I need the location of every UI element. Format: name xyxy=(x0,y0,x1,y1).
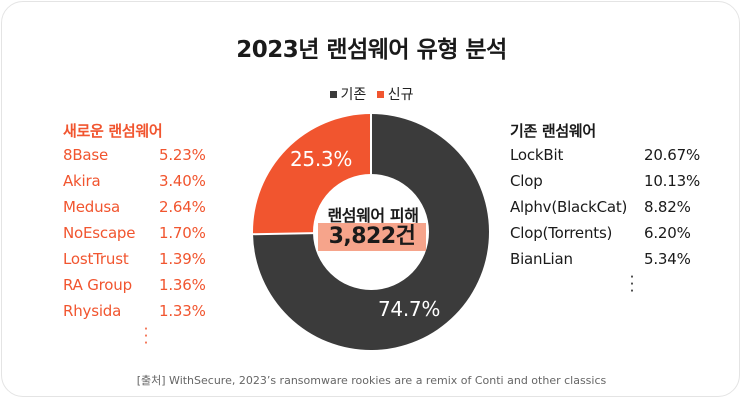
new-item-pct: 3.40% xyxy=(159,172,206,190)
new-item-pct: 5.23% xyxy=(159,146,206,164)
existing-item-name: LockBit xyxy=(510,146,564,164)
existing-item-name: BianLian xyxy=(510,250,573,268)
donut-slice-existing xyxy=(253,114,490,351)
donut-slice-new xyxy=(253,114,371,235)
existing-item-pct: 5.34% xyxy=(644,250,691,268)
chart-legend: 기존 신규 xyxy=(0,84,743,104)
new-item-name: Medusa xyxy=(63,198,121,216)
legend-label-existing: 기존 xyxy=(340,87,367,103)
new-ransomware-title: 새로운 랜섬웨어 xyxy=(63,122,163,140)
legend-label-new: 신규 xyxy=(387,87,414,103)
new-item-pct: 1.39% xyxy=(159,250,206,268)
legend-item-existing: 기존 xyxy=(329,87,371,103)
new-item-name: Rhysida xyxy=(63,302,122,320)
legend-item-new: 신규 xyxy=(376,87,414,103)
new-item-pct: 2.64% xyxy=(159,198,206,216)
existing-item-pct: 6.20% xyxy=(644,224,691,242)
new-item-pct: 1.33% xyxy=(159,302,206,320)
slice-label-existing: 74.7% xyxy=(378,297,441,321)
existing-item-pct: 20.67% xyxy=(644,146,700,164)
new-item-name: LostTrust xyxy=(63,250,129,268)
new-item-name: RA Group xyxy=(63,276,132,294)
source-caption: [출처] WithSecure, 2023’s ransomware rooki… xyxy=(136,374,607,387)
more-existing-ellipsis-icon: · · · xyxy=(629,268,635,300)
existing-item-name: Clop xyxy=(510,172,543,190)
slice-label-new: 25.3% xyxy=(290,147,353,171)
new-item-pct: 1.36% xyxy=(159,276,206,294)
slice-separator xyxy=(252,232,315,236)
existing-ransomware-title: 기존 랜섬웨어 xyxy=(510,122,596,140)
new-item-name: 8Base xyxy=(63,146,109,164)
existing-item-name: Clop(Torrents) xyxy=(510,224,613,242)
chart-title: 2023년 랜섬웨어 유형 분석 xyxy=(236,37,507,63)
existing-item-name: Alphv(BlackCat) xyxy=(510,198,628,216)
new-item-pct: 1.70% xyxy=(159,224,206,242)
center-value: 3,822건 xyxy=(318,223,426,251)
legend-swatch-existing xyxy=(329,90,337,98)
existing-item-pct: 10.13% xyxy=(644,172,700,190)
more-new-ellipsis-icon: · · · xyxy=(143,320,149,352)
legend-swatch-new xyxy=(376,90,384,98)
new-item-name: NoEscape xyxy=(63,224,136,242)
center-label: 랜섬웨어 피해 xyxy=(327,206,419,225)
existing-item-pct: 8.82% xyxy=(644,198,691,216)
new-item-name: Akira xyxy=(63,172,101,190)
